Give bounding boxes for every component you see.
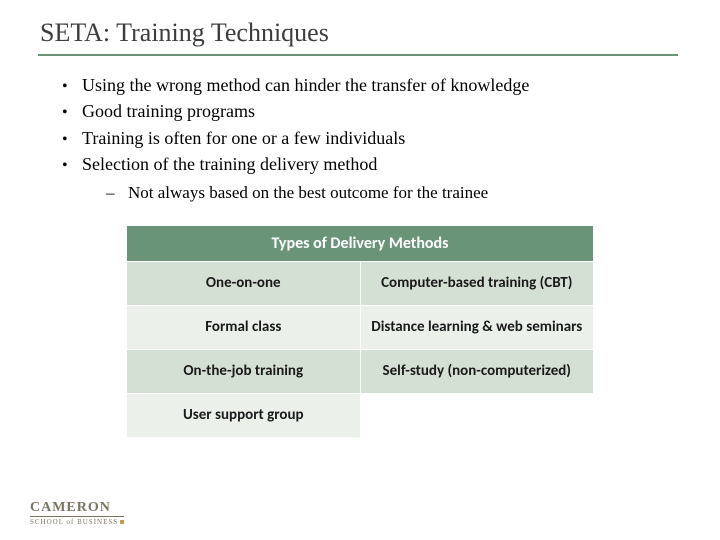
table-header: Types of Delivery Methods (127, 225, 594, 261)
bullet-item: • Good training programs (62, 100, 680, 123)
slide-title: SETA: Training Techniques (40, 18, 680, 48)
table-cell: One-on-one (127, 261, 361, 305)
table-row: One-on-one Computer-based training (CBT) (127, 261, 594, 305)
table-cell: Self-study (non-computerized) (360, 349, 594, 393)
bullet-marker: • (62, 157, 82, 175)
bullet-list: • Using the wrong method can hinder the … (62, 74, 680, 203)
title-divider (38, 54, 678, 56)
table-cell: On-the-job training (127, 349, 361, 393)
table-row: On-the-job training Self-study (non-comp… (127, 349, 594, 393)
bullet-text: Good training programs (82, 100, 255, 123)
bullet-marker: • (62, 78, 82, 96)
table-header-row: Types of Delivery Methods (127, 225, 594, 261)
cameron-logo: CAMERON SCHOOL of BUSINESS (30, 500, 124, 526)
sub-bullet-text: Not always based on the best outcome for… (128, 183, 488, 203)
logo-line1: CAMERON (30, 500, 124, 516)
bullet-item: • Using the wrong method can hinder the … (62, 74, 680, 97)
bullet-marker: • (62, 104, 82, 122)
bullet-item: • Training is often for one or a few ind… (62, 127, 680, 150)
table-cell: Distance learning & web seminars (360, 305, 594, 349)
table-cell: Computer-based training (CBT) (360, 261, 594, 305)
table-row: Formal class Distance learning & web sem… (127, 305, 594, 349)
bullet-marker: • (62, 131, 82, 149)
table-cell: Formal class (127, 305, 361, 349)
table-cell-empty (360, 393, 594, 437)
table-cell: User support group (127, 393, 361, 437)
bullet-text: Using the wrong method can hinder the tr… (82, 74, 529, 97)
sub-bullet-item: – Not always based on the best outcome f… (106, 183, 680, 203)
delivery-methods-table: Types of Delivery Methods One-on-one Com… (126, 225, 594, 438)
bullet-text: Selection of the training delivery metho… (82, 153, 377, 176)
sub-bullet-marker: – (106, 183, 128, 203)
bullet-item: • Selection of the training delivery met… (62, 153, 680, 176)
table-row: User support group (127, 393, 594, 437)
logo-accent-icon (120, 520, 124, 524)
delivery-methods-table-wrap: Types of Delivery Methods One-on-one Com… (126, 225, 594, 438)
logo-line2: SCHOOL of BUSINESS (30, 516, 124, 526)
bullet-text: Training is often for one or a few indiv… (82, 127, 405, 150)
